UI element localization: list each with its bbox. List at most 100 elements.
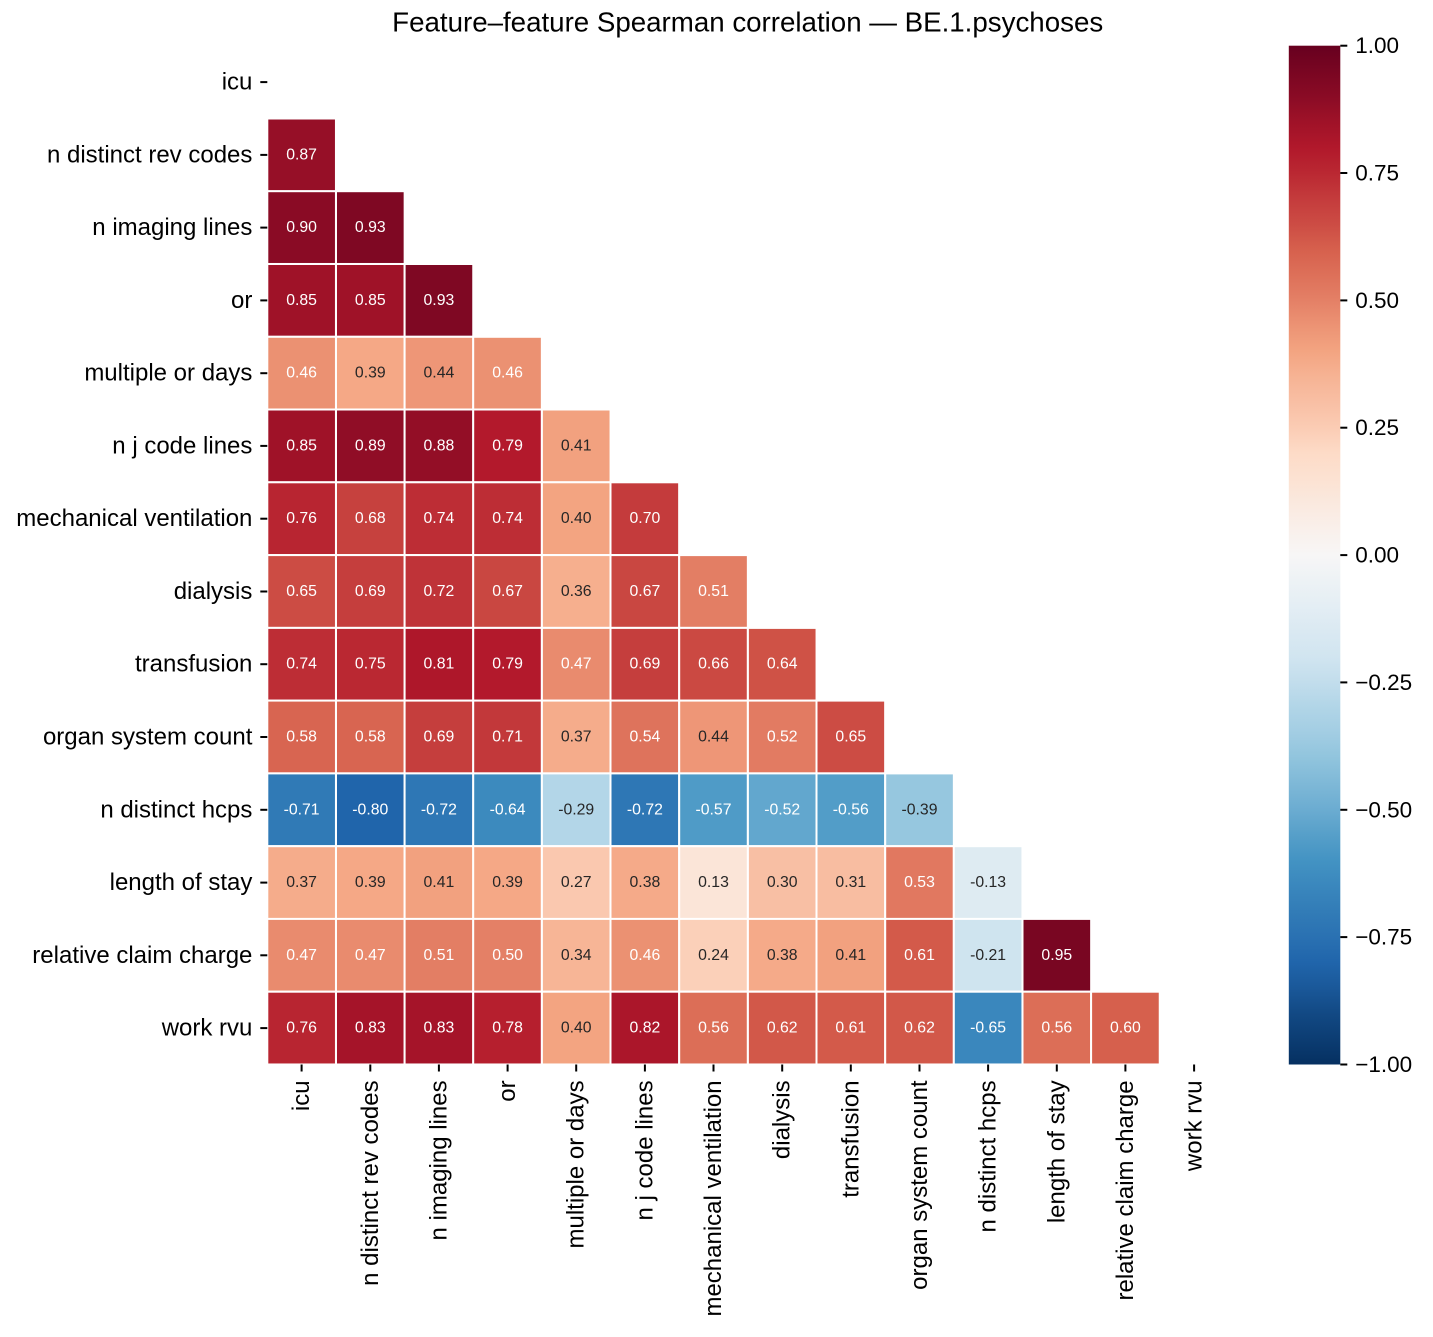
svg-text:−0.75: −0.75 bbox=[1355, 925, 1412, 950]
svg-text:0.89: 0.89 bbox=[355, 437, 386, 454]
svg-text:0.58: 0.58 bbox=[355, 729, 386, 746]
svg-text:0.40: 0.40 bbox=[561, 510, 592, 527]
svg-text:0.87: 0.87 bbox=[286, 146, 317, 163]
svg-text:relative claim charge: relative claim charge bbox=[32, 942, 252, 969]
svg-text:0.85: 0.85 bbox=[286, 437, 317, 454]
svg-text:0.74: 0.74 bbox=[492, 510, 523, 527]
svg-text:-0.52: -0.52 bbox=[764, 801, 800, 818]
svg-text:0.13: 0.13 bbox=[698, 874, 729, 891]
svg-text:0.67: 0.67 bbox=[630, 583, 661, 600]
svg-text:n imaging lines: n imaging lines bbox=[425, 1080, 452, 1240]
svg-text:0.40: 0.40 bbox=[561, 1020, 592, 1037]
svg-text:0.62: 0.62 bbox=[904, 1020, 935, 1037]
svg-text:0.66: 0.66 bbox=[698, 656, 729, 673]
svg-text:0.30: 0.30 bbox=[767, 874, 798, 891]
svg-text:transfusion: transfusion bbox=[135, 651, 252, 678]
svg-text:0.46: 0.46 bbox=[286, 365, 317, 382]
svg-text:0.00: 0.00 bbox=[1355, 543, 1399, 568]
svg-text:0.65: 0.65 bbox=[286, 583, 317, 600]
svg-text:0.76: 0.76 bbox=[286, 510, 317, 527]
svg-text:mechanical ventilation: mechanical ventilation bbox=[16, 505, 252, 532]
svg-text:0.58: 0.58 bbox=[286, 729, 317, 746]
svg-text:0.75: 0.75 bbox=[1355, 161, 1399, 186]
svg-text:0.27: 0.27 bbox=[561, 874, 592, 891]
svg-text:transfusion: transfusion bbox=[837, 1080, 864, 1197]
svg-text:0.44: 0.44 bbox=[698, 729, 729, 746]
svg-text:0.72: 0.72 bbox=[424, 583, 455, 600]
svg-text:0.56: 0.56 bbox=[698, 1020, 729, 1037]
svg-text:0.41: 0.41 bbox=[424, 874, 455, 891]
svg-text:-0.80: -0.80 bbox=[352, 801, 388, 818]
svg-text:-0.56: -0.56 bbox=[833, 801, 869, 818]
svg-text:Feature–feature Spearman corre: Feature–feature Spearman correlation — B… bbox=[392, 7, 1103, 38]
svg-text:0.50: 0.50 bbox=[1355, 288, 1399, 313]
svg-text:0.93: 0.93 bbox=[424, 292, 455, 309]
svg-text:multiple or days: multiple or days bbox=[84, 360, 252, 387]
svg-text:n distinct hcps: n distinct hcps bbox=[100, 796, 252, 823]
svg-text:0.39: 0.39 bbox=[492, 874, 523, 891]
svg-text:0.79: 0.79 bbox=[492, 656, 523, 673]
svg-text:or: or bbox=[231, 287, 252, 314]
svg-text:0.41: 0.41 bbox=[561, 437, 592, 454]
svg-text:0.54: 0.54 bbox=[630, 729, 661, 746]
svg-text:-0.57: -0.57 bbox=[695, 801, 731, 818]
svg-text:0.85: 0.85 bbox=[286, 292, 317, 309]
svg-text:0.88: 0.88 bbox=[424, 437, 455, 454]
svg-text:0.75: 0.75 bbox=[355, 656, 386, 673]
svg-text:dialysis: dialysis bbox=[174, 578, 253, 605]
svg-text:0.25: 0.25 bbox=[1355, 415, 1399, 440]
svg-text:n j code lines: n j code lines bbox=[112, 432, 252, 459]
svg-text:organ system count: organ system count bbox=[43, 724, 253, 751]
svg-text:0.51: 0.51 bbox=[424, 947, 455, 964]
svg-text:0.41: 0.41 bbox=[835, 947, 866, 964]
svg-text:-0.72: -0.72 bbox=[627, 801, 663, 818]
svg-text:-0.71: -0.71 bbox=[284, 801, 320, 818]
svg-text:organ system count: organ system count bbox=[906, 1080, 933, 1290]
svg-text:multiple or days: multiple or days bbox=[563, 1080, 590, 1248]
svg-text:0.50: 0.50 bbox=[492, 947, 523, 964]
svg-text:icu: icu bbox=[222, 69, 253, 96]
svg-text:0.44: 0.44 bbox=[424, 365, 455, 382]
svg-text:0.56: 0.56 bbox=[1041, 1020, 1072, 1037]
svg-text:0.71: 0.71 bbox=[492, 729, 523, 746]
svg-text:0.74: 0.74 bbox=[286, 656, 317, 673]
svg-text:0.38: 0.38 bbox=[630, 874, 661, 891]
svg-text:length of stay: length of stay bbox=[110, 869, 253, 896]
svg-text:0.52: 0.52 bbox=[767, 729, 798, 746]
svg-text:0.70: 0.70 bbox=[630, 510, 661, 527]
svg-text:dialysis: dialysis bbox=[769, 1080, 796, 1159]
svg-text:-0.72: -0.72 bbox=[421, 801, 457, 818]
svg-text:0.68: 0.68 bbox=[355, 510, 386, 527]
svg-text:0.61: 0.61 bbox=[904, 947, 935, 964]
svg-text:0.47: 0.47 bbox=[286, 947, 317, 964]
svg-text:0.65: 0.65 bbox=[835, 729, 866, 746]
svg-text:0.39: 0.39 bbox=[355, 365, 386, 382]
svg-text:0.37: 0.37 bbox=[286, 874, 317, 891]
svg-text:0.90: 0.90 bbox=[286, 219, 317, 236]
svg-text:−0.50: −0.50 bbox=[1355, 797, 1412, 822]
svg-text:0.53: 0.53 bbox=[904, 874, 935, 891]
svg-text:-0.21: -0.21 bbox=[970, 947, 1006, 964]
svg-text:0.38: 0.38 bbox=[767, 947, 798, 964]
svg-text:0.83: 0.83 bbox=[424, 1020, 455, 1037]
svg-text:work rvu: work rvu bbox=[1181, 1080, 1208, 1172]
svg-text:0.64: 0.64 bbox=[767, 656, 798, 673]
svg-text:0.82: 0.82 bbox=[630, 1020, 661, 1037]
svg-text:0.69: 0.69 bbox=[630, 656, 661, 673]
svg-text:0.24: 0.24 bbox=[698, 947, 729, 964]
svg-text:n distinct rev codes: n distinct rev codes bbox=[357, 1080, 384, 1285]
svg-text:length of stay: length of stay bbox=[1043, 1080, 1070, 1223]
svg-text:0.85: 0.85 bbox=[355, 292, 386, 309]
svg-text:0.62: 0.62 bbox=[767, 1020, 798, 1037]
svg-text:mechanical ventilation: mechanical ventilation bbox=[700, 1080, 727, 1316]
svg-text:0.31: 0.31 bbox=[835, 874, 866, 891]
svg-text:0.95: 0.95 bbox=[1041, 947, 1072, 964]
svg-text:-0.65: -0.65 bbox=[970, 1020, 1006, 1037]
svg-text:0.78: 0.78 bbox=[492, 1020, 523, 1037]
svg-text:0.46: 0.46 bbox=[492, 365, 523, 382]
svg-text:-0.29: -0.29 bbox=[558, 801, 594, 818]
svg-text:0.51: 0.51 bbox=[698, 583, 729, 600]
svg-text:work rvu: work rvu bbox=[161, 1015, 253, 1042]
svg-text:icu: icu bbox=[288, 1080, 315, 1111]
svg-text:n distinct rev codes: n distinct rev codes bbox=[47, 141, 252, 168]
